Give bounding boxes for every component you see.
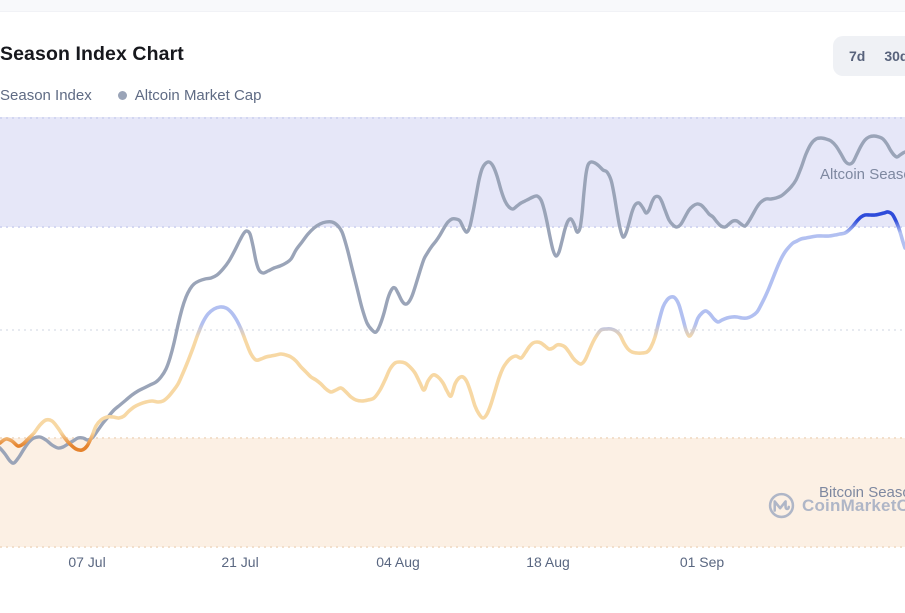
bitcoin-season-zone-label: Bitcoin Season bbox=[819, 484, 905, 501]
altcoin-season-band bbox=[0, 117, 905, 227]
coinmarketcap-watermark: CoinMarketCap bbox=[767, 491, 905, 520]
range-button-7d[interactable]: 7d bbox=[849, 48, 866, 64]
coinmarketcap-logo-icon bbox=[768, 492, 795, 519]
legend-item-altcoin-market-cap[interactable]: Altcoin Market Cap bbox=[117, 87, 262, 104]
time-range-selector: 7d 30d bbox=[833, 36, 905, 76]
chart-legend: Season Index Altcoin Market Cap bbox=[0, 87, 261, 104]
altcoin-season-zone-label: Altcoin Season bbox=[820, 166, 905, 183]
legend-label-season-index: Season Index bbox=[0, 87, 92, 104]
range-button-30d[interactable]: 30d bbox=[884, 48, 905, 64]
bitcoin-season-band bbox=[0, 438, 905, 547]
x-axis-label: 07 Jul bbox=[68, 554, 106, 570]
page-title: Season Index Chart bbox=[0, 43, 184, 65]
series-line-season-index[interactable] bbox=[0, 210, 905, 452]
season-index-chart[interactable] bbox=[0, 117, 905, 551]
legend-label-altcoin-market-cap: Altcoin Market Cap bbox=[134, 87, 262, 104]
series-line-altcoin-market-cap[interactable] bbox=[0, 134, 905, 465]
page-top-strip bbox=[0, 0, 905, 12]
x-axis-label: 01 Sep bbox=[679, 554, 725, 570]
x-axis-label: 21 Jul bbox=[221, 554, 259, 570]
x-axis-label: 18 Aug bbox=[526, 554, 570, 570]
legend-dot-icon bbox=[117, 91, 127, 100]
x-axis-label: 04 Aug bbox=[376, 554, 420, 570]
legend-item-season-index[interactable]: Season Index bbox=[0, 87, 92, 104]
watermark-text: CoinMarketCap bbox=[802, 495, 905, 515]
